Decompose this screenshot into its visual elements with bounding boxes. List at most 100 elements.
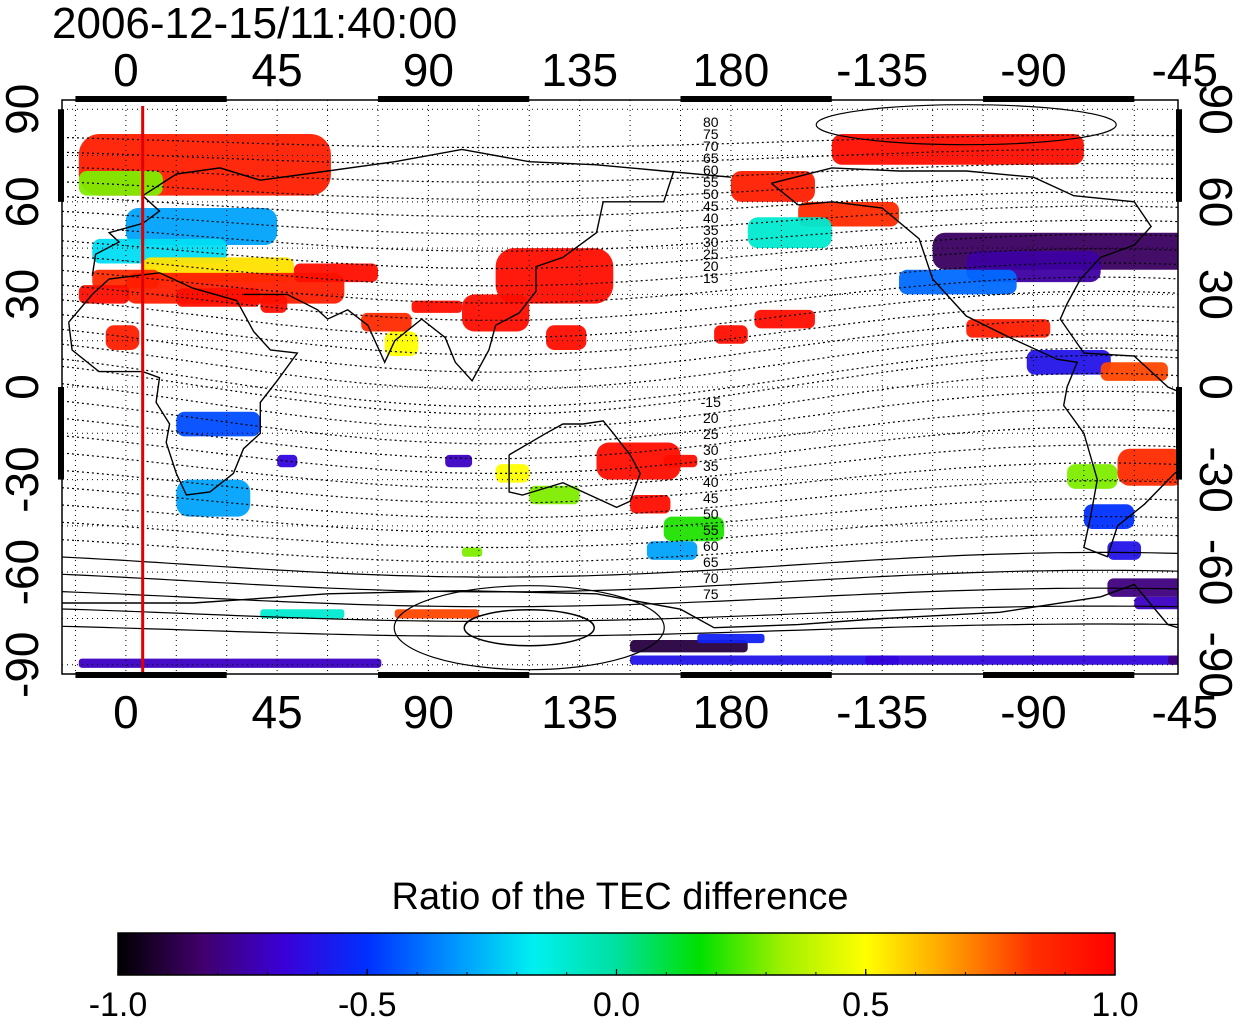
lat-tick-label: 90 — [0, 84, 48, 135]
contour-label: 80 — [703, 114, 719, 130]
contour-line — [815, 104, 1117, 146]
contour-label: 25 — [703, 426, 719, 442]
coastline — [62, 583, 1178, 629]
tec-patch — [1117, 448, 1178, 486]
tec-patch — [125, 208, 278, 246]
tec-patch — [1167, 655, 1178, 665]
contour-label: 60 — [703, 538, 719, 554]
contour-labels: 8075706560555045403530252015-15202530354… — [701, 114, 721, 602]
tec-patch — [411, 300, 463, 313]
contour-line — [62, 234, 1178, 270]
frame-bar — [75, 96, 227, 102]
contour-line — [62, 533, 1178, 563]
lat-tick-label: 0 — [1190, 374, 1240, 400]
map-title: 2006-12-15/11:40:00 — [52, 0, 458, 48]
lat-tick-label: -90 — [0, 631, 48, 697]
contour-line — [62, 605, 1178, 623]
tec-patch — [865, 655, 1178, 665]
contour-line — [62, 426, 1178, 474]
top-lon-tick-labels: 0 45 90 135 180 -135 -90 -45 — [113, 44, 1218, 96]
lon-tick-label: 45 — [252, 44, 303, 96]
tec-patch — [630, 495, 671, 514]
tec-patch — [105, 325, 140, 350]
contour-label: -15 — [701, 394, 721, 410]
lat-tick-label: 30 — [1190, 269, 1240, 320]
frame-bar — [1176, 387, 1182, 480]
lon-tick-label: -90 — [1000, 44, 1066, 96]
contour-label: 40 — [703, 210, 719, 226]
colorbar-title: Ratio of the TEC difference — [391, 876, 849, 918]
tec-patch — [78, 285, 130, 304]
tec-patch — [495, 464, 530, 483]
lon-tick-label: -45 — [1151, 686, 1217, 738]
lon-tick-label: -135 — [836, 686, 928, 738]
lon-tick-label: 0 — [113, 44, 139, 96]
lat-tick-label: -90 — [1190, 631, 1240, 697]
contour-label: 65 — [703, 554, 719, 570]
tec-patch — [384, 331, 419, 357]
bottom-lon-tick-labels: 0 45 90 135 180 -135 -90 -45 — [113, 686, 1218, 738]
lon-tick-label: -90 — [1000, 686, 1066, 738]
colorbar-tick-label: 0.5 — [842, 986, 889, 1024]
coastlines — [62, 148, 1178, 629]
tec-patch — [293, 263, 378, 283]
contour-label: 70 — [703, 138, 719, 154]
tec-patch — [1067, 464, 1118, 489]
lat-tick-label: -60 — [0, 539, 48, 605]
contour-line — [62, 408, 1178, 460]
contour-line — [62, 480, 1178, 519]
lat-tick-label: -60 — [1190, 539, 1240, 605]
frame-bar — [680, 672, 832, 678]
tec-patch — [260, 609, 345, 619]
tec-patch — [663, 454, 698, 468]
tec-patch — [176, 288, 261, 307]
tec-patch — [176, 411, 261, 437]
lat-tick-label: 60 — [1190, 176, 1240, 227]
lat-tick-label: -30 — [0, 446, 48, 512]
colorbar-tick-label: -1.0 — [89, 986, 148, 1024]
contour-label: 65 — [703, 150, 719, 166]
coastline — [68, 272, 299, 496]
tec-patch — [754, 309, 815, 329]
contour-line — [62, 248, 1178, 287]
tec-patch — [529, 485, 580, 505]
contour-label: 70 — [703, 570, 719, 586]
contour-label: 30 — [703, 234, 719, 250]
tec-patch — [260, 294, 288, 313]
lon-tick-label: 135 — [541, 686, 618, 738]
contour-label: 55 — [703, 522, 719, 538]
tec-patch — [730, 170, 815, 202]
contour-line — [62, 304, 1178, 356]
contour-label: 40 — [703, 474, 719, 490]
contour-line — [62, 205, 1178, 235]
tec-patch — [663, 516, 725, 542]
tec-patch — [714, 325, 748, 344]
coastline — [770, 167, 1178, 558]
contour-label: 20 — [703, 258, 719, 274]
contour-line — [62, 134, 1178, 149]
colorbar-tick-label: -0.5 — [338, 986, 397, 1024]
tec-patch — [78, 170, 163, 196]
lon-tick-label: -45 — [1151, 44, 1217, 96]
tec-patch — [1107, 541, 1142, 560]
contour-line — [62, 262, 1178, 304]
contour-line — [62, 290, 1178, 339]
coastline — [91, 148, 731, 277]
contour-line — [62, 319, 1178, 373]
tec-patch — [747, 217, 832, 249]
contour-line — [62, 219, 1178, 252]
tec-patch — [78, 658, 382, 668]
lon-tick-label: 180 — [693, 44, 770, 96]
tec-patch — [361, 312, 412, 332]
colorbar — [117, 932, 1116, 976]
tec-patch — [495, 248, 614, 304]
lon-tick-label: 0 — [113, 686, 139, 738]
frame-bar — [983, 672, 1135, 678]
contour-line — [62, 333, 1178, 391]
tec-patch — [1107, 578, 1178, 597]
lat-tick-label: 90 — [1190, 84, 1240, 135]
frame-bar — [58, 109, 64, 202]
map-frame — [58, 96, 1182, 678]
tec-patch — [697, 633, 765, 644]
